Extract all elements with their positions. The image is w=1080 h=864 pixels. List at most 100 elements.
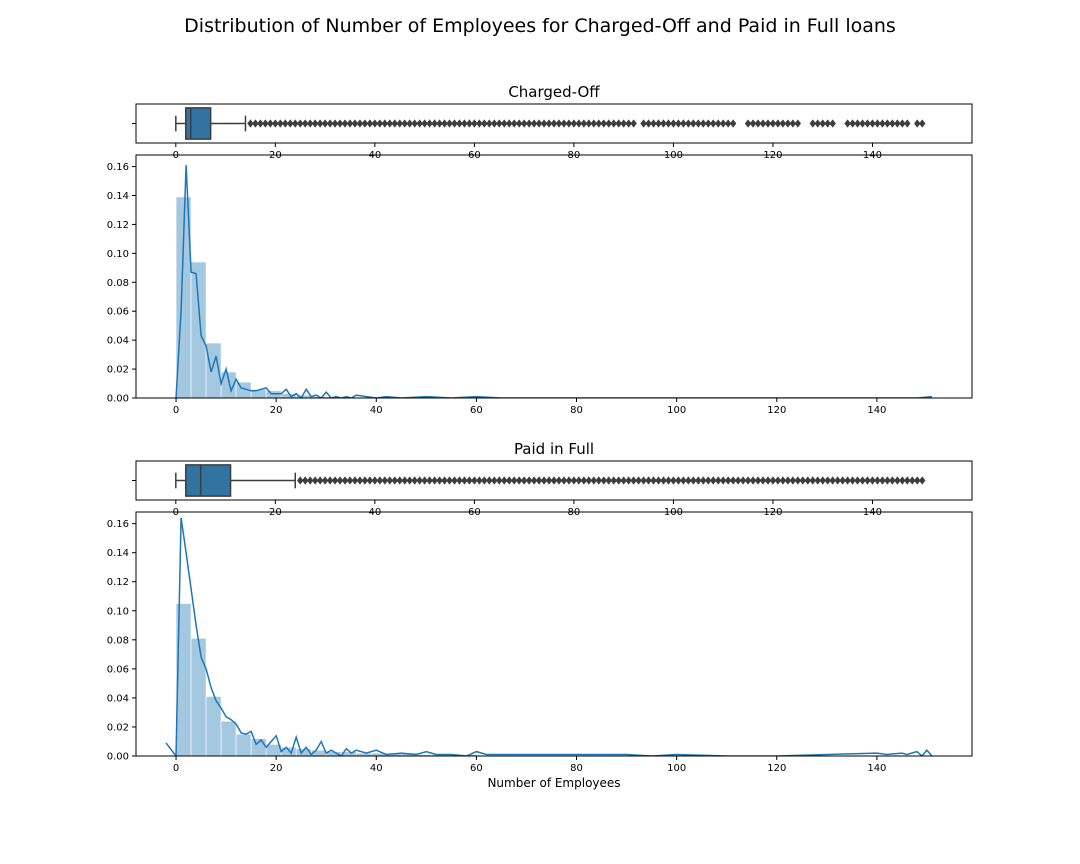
outlier-point (854, 476, 861, 485)
outlier-point (520, 476, 528, 485)
outlier-point (366, 119, 374, 128)
outlier-point (859, 119, 866, 128)
y-tick-label: 0.04 (107, 693, 129, 704)
outlier-point (734, 476, 742, 485)
outlier-point (550, 119, 558, 128)
outlier-point (764, 476, 772, 485)
outlier-point (481, 476, 488, 485)
histogram-bar (190, 638, 207, 756)
histogram-bar (220, 720, 237, 756)
outlier-point (461, 119, 468, 128)
outlier-point (769, 476, 777, 485)
y-tick-label: 0.10 (107, 249, 129, 260)
outlier-point (396, 476, 403, 485)
outlier-point (650, 119, 657, 128)
outlier-point (436, 476, 443, 485)
outlier-point (794, 476, 802, 485)
outlier-point (904, 119, 911, 128)
outlier-point (754, 476, 762, 485)
outlier-point (869, 476, 876, 485)
outlier-point (680, 476, 687, 485)
outlier-point (919, 119, 926, 128)
y-tick-label: 0.12 (107, 220, 129, 231)
outlier-point (839, 476, 846, 485)
outlier-point (421, 476, 428, 485)
plot-area (165, 517, 933, 756)
outlier-point (336, 119, 344, 128)
outlier-point (351, 119, 359, 128)
outlier-point (675, 476, 682, 485)
outlier-point (864, 119, 871, 128)
outlier-point (779, 476, 787, 485)
outlier-point (874, 119, 881, 128)
outlier-point (491, 476, 498, 485)
outlier-point (829, 476, 836, 485)
outlier-point (326, 119, 334, 128)
outlier-point (660, 119, 667, 128)
paid-in-full-histogram-panel: 0.00 0.02 0.04 0.06 0.08 0.10 0.12 0.14 0.16 Numb… (107, 511, 973, 790)
outlier-point (431, 119, 438, 128)
outlier-point (446, 119, 453, 128)
outlier-point (719, 476, 727, 485)
outlier-point (814, 476, 821, 485)
outlier-point (610, 476, 617, 485)
outlier-point (695, 476, 702, 485)
x-tick-label: 120 (767, 763, 786, 774)
outlier-point (401, 119, 408, 128)
outlier-point (884, 476, 891, 485)
outlier-point (411, 476, 418, 485)
outlier-point (361, 476, 369, 485)
kde-line (165, 517, 933, 756)
outlier-point (371, 119, 379, 128)
y-tick-label: 0.16 (107, 162, 129, 173)
outlier-point (764, 119, 772, 128)
x-tick-label: 40 (370, 405, 383, 416)
outlier-point (879, 119, 886, 128)
outlier-point (849, 119, 856, 128)
x-tick-label: 100 (667, 405, 686, 416)
outlier-point (530, 476, 538, 485)
axes-frame (135, 460, 973, 501)
outlier-point (386, 476, 393, 485)
outlier-point (540, 119, 548, 128)
outlier-point (784, 476, 792, 485)
outlier-point (794, 119, 802, 128)
y-tick-label: 0.06 (107, 307, 129, 318)
outlier-point (525, 119, 533, 128)
outlier-point (834, 476, 841, 485)
outlier-point (356, 476, 364, 485)
outlier-point (710, 119, 717, 128)
kde-line (175, 165, 933, 398)
outlier-point (575, 476, 583, 485)
outlier-point (615, 119, 622, 128)
outlier-point (575, 119, 583, 128)
x-tick-label: 80 (570, 763, 583, 774)
outlier-point (715, 119, 722, 128)
outlier-point (914, 119, 921, 128)
outlier-point (431, 476, 438, 485)
outlier-point (366, 476, 374, 485)
histogram-bar (280, 746, 297, 756)
outlier-point (724, 119, 732, 128)
outlier-point (899, 119, 906, 128)
outlier-point (406, 119, 413, 128)
outlier-point (496, 476, 503, 485)
outlier-point (297, 119, 304, 128)
outlier-point (292, 119, 299, 128)
outlier-point (391, 119, 398, 128)
outlier-point (510, 119, 518, 128)
outlier-point (645, 119, 652, 128)
x-tick-label: 20 (270, 763, 283, 774)
outlier-point (481, 119, 488, 128)
outlier-point (386, 119, 393, 128)
outlier-point (272, 119, 279, 128)
outlier-point (376, 119, 384, 128)
outlier-point (859, 476, 866, 485)
outlier-point (441, 476, 448, 485)
outlier-point (640, 119, 647, 128)
outlier-point (595, 119, 602, 128)
outlier-point (705, 476, 712, 485)
outlier-point (252, 119, 259, 128)
outlier-point (336, 476, 344, 485)
y-tick-label: 0.14 (107, 548, 129, 559)
